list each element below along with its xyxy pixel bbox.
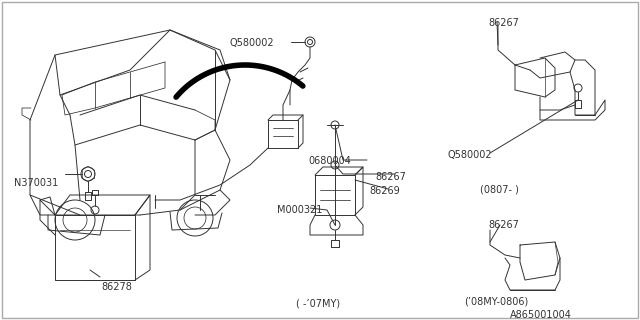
Text: 0680004: 0680004 bbox=[308, 156, 351, 166]
Text: 86267: 86267 bbox=[488, 220, 519, 230]
Text: 86278: 86278 bbox=[101, 282, 132, 292]
Text: (’08MY-0806): (’08MY-0806) bbox=[464, 297, 528, 307]
Text: 86269: 86269 bbox=[369, 186, 400, 196]
Text: Q580002: Q580002 bbox=[447, 150, 492, 160]
Text: A865001004: A865001004 bbox=[510, 310, 572, 320]
Text: Q580002: Q580002 bbox=[230, 38, 275, 48]
Text: 86267: 86267 bbox=[375, 172, 406, 182]
Text: 86267: 86267 bbox=[488, 18, 519, 28]
Text: (0807- ): (0807- ) bbox=[480, 185, 519, 195]
Text: N370031: N370031 bbox=[14, 178, 58, 188]
Text: ( -’07MY): ( -’07MY) bbox=[296, 299, 340, 309]
Text: M000321: M000321 bbox=[277, 205, 323, 215]
